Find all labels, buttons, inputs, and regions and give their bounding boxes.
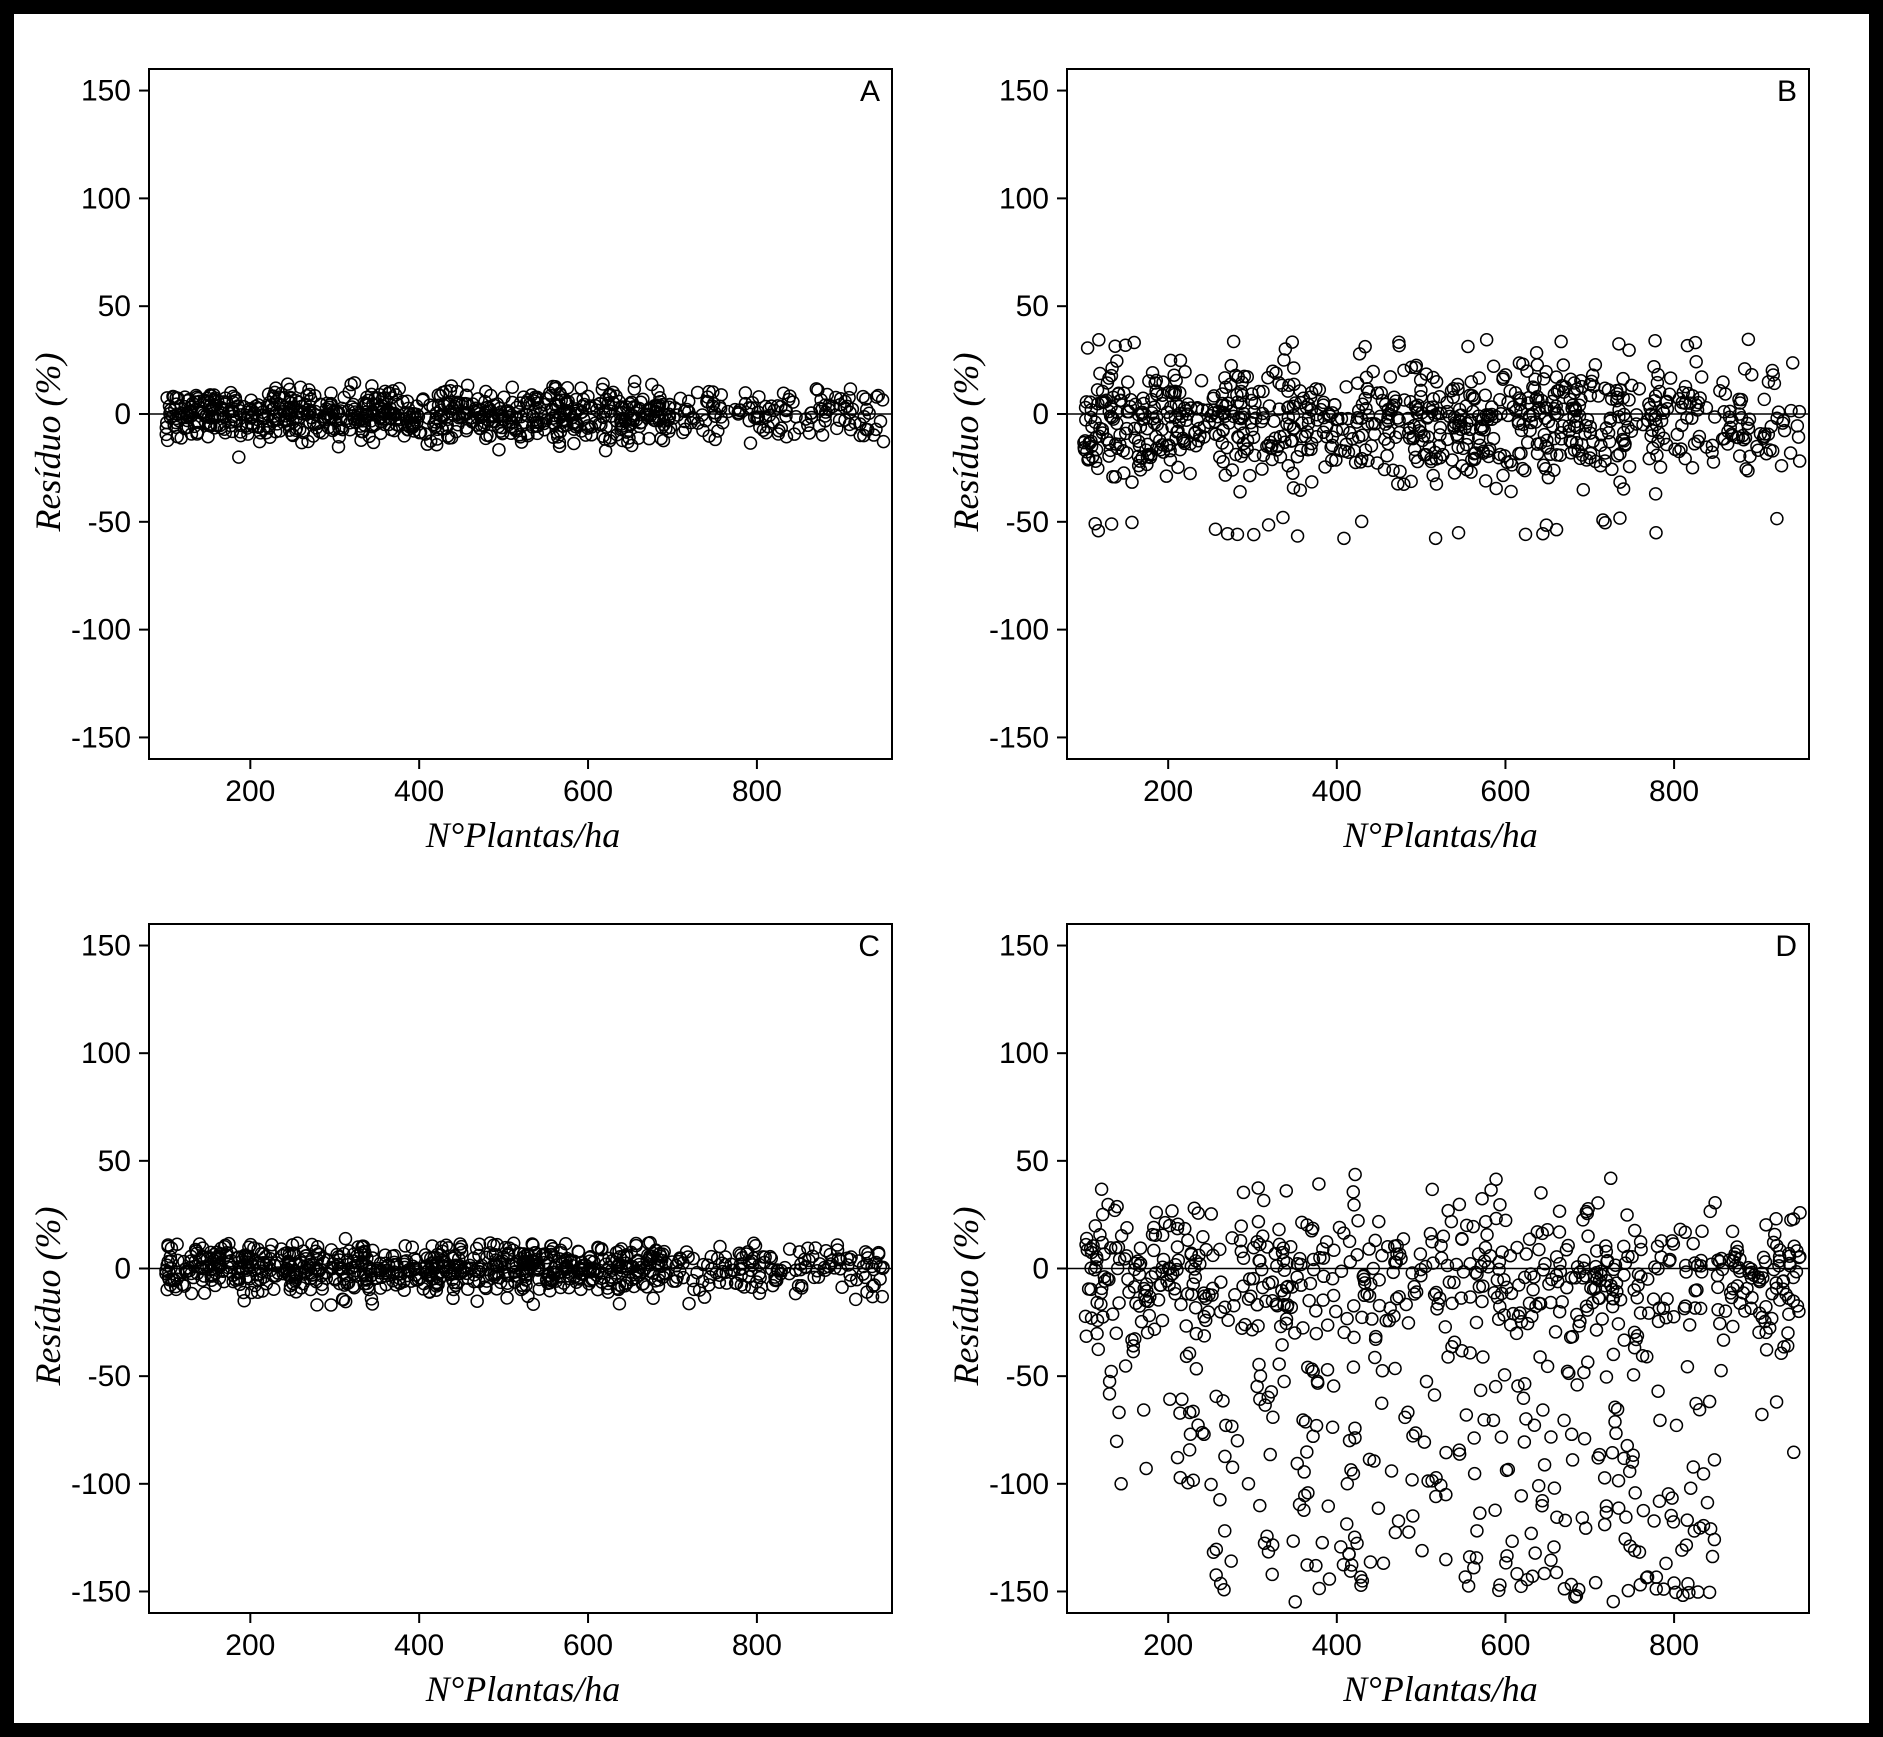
svg-text:150: 150 [999, 75, 1049, 108]
svg-text:800: 800 [1649, 1629, 1699, 1662]
svg-text:100: 100 [999, 1037, 1049, 1070]
xlabel-C: N°Plantas/ha [426, 1668, 620, 1710]
svg-text:-150: -150 [71, 1575, 131, 1608]
svg-text:800: 800 [732, 1629, 782, 1662]
svg-text:-50: -50 [1006, 506, 1049, 539]
svg-text:0: 0 [1032, 1253, 1049, 1286]
svg-text:50: 50 [98, 1145, 131, 1178]
svg-text:A: A [860, 75, 880, 108]
figure-frame: Resíduo (%) N°Plantas/ha -150 -100 -50 0 50 1… [0, 0, 1883, 1737]
xlabel-D: N°Plantas/ha [1343, 1668, 1537, 1710]
svg-text:400: 400 [1312, 1629, 1362, 1662]
panel-B: Resíduo (%) N°Plantas/ha -150-100-500501… [972, 54, 1829, 829]
plot-D: -150 -100 -50 0 50 100 150 200 400 600 800 D [972, 909, 1829, 1683]
svg-text:200: 200 [1143, 775, 1193, 808]
svg-text:-100: -100 [989, 1468, 1049, 1501]
svg-text:100: 100 [81, 1037, 131, 1070]
svg-text:600: 600 [1480, 775, 1530, 808]
svg-text:200: 200 [1143, 1629, 1193, 1662]
plot-B: -150 -100 -50 0 50 100 150 200 400 600 800 B [972, 54, 1829, 829]
ylabel-A: Resíduo (%) [27, 352, 69, 531]
svg-text:600: 600 [563, 1629, 613, 1662]
svg-text:B: B [1777, 75, 1797, 108]
svg-text:400: 400 [394, 775, 444, 808]
plot-C: -150 -100 -50 0 50 100 150 200 400 600 800 C [54, 909, 912, 1683]
svg-text:150: 150 [81, 930, 131, 963]
ylabel-B: Resíduo (%) [945, 352, 987, 531]
xlabel-B: N°Plantas/ha [1343, 814, 1537, 856]
svg-text:-50: -50 [1006, 1360, 1049, 1393]
svg-text:-100: -100 [71, 614, 131, 647]
svg-text:50: 50 [1016, 1145, 1049, 1178]
svg-text:800: 800 [732, 775, 782, 808]
svg-text:600: 600 [563, 775, 613, 808]
svg-text:0: 0 [114, 1253, 131, 1286]
svg-text:C: C [858, 930, 880, 963]
panel-C: Resíduo (%) N°Plantas/ha -150-100-500501… [54, 909, 912, 1683]
svg-text:50: 50 [1016, 290, 1049, 323]
plot-A: -150 -100 -50 0 50 100 150 200 400 600 800 A [54, 54, 912, 829]
svg-text:-100: -100 [989, 614, 1049, 647]
ylabel-C: Resíduo (%) [27, 1207, 69, 1386]
svg-text:D: D [1775, 930, 1797, 963]
svg-text:400: 400 [394, 1629, 444, 1662]
svg-text:0: 0 [1032, 398, 1049, 431]
svg-text:-150: -150 [989, 721, 1049, 754]
panel-A: Resíduo (%) N°Plantas/ha -150-100-500501… [54, 54, 912, 829]
svg-text:50: 50 [98, 290, 131, 323]
svg-text:200: 200 [225, 1629, 275, 1662]
svg-text:100: 100 [999, 182, 1049, 215]
panel-D: Resíduo (%) N°Plantas/ha -150-100-500501… [972, 909, 1829, 1683]
ylabel-D: Resíduo (%) [945, 1207, 987, 1386]
svg-text:0: 0 [114, 398, 131, 431]
svg-text:-100: -100 [71, 1468, 131, 1501]
svg-text:-50: -50 [88, 506, 131, 539]
svg-text:100: 100 [81, 182, 131, 215]
xlabel-A: N°Plantas/ha [426, 814, 620, 856]
svg-text:200: 200 [225, 775, 275, 808]
svg-text:400: 400 [1312, 775, 1362, 808]
svg-text:-150: -150 [71, 721, 131, 754]
svg-text:150: 150 [999, 930, 1049, 963]
svg-text:-50: -50 [88, 1360, 131, 1393]
svg-text:-150: -150 [989, 1575, 1049, 1608]
svg-text:150: 150 [81, 75, 131, 108]
svg-text:600: 600 [1480, 1629, 1530, 1662]
svg-text:800: 800 [1649, 775, 1699, 808]
